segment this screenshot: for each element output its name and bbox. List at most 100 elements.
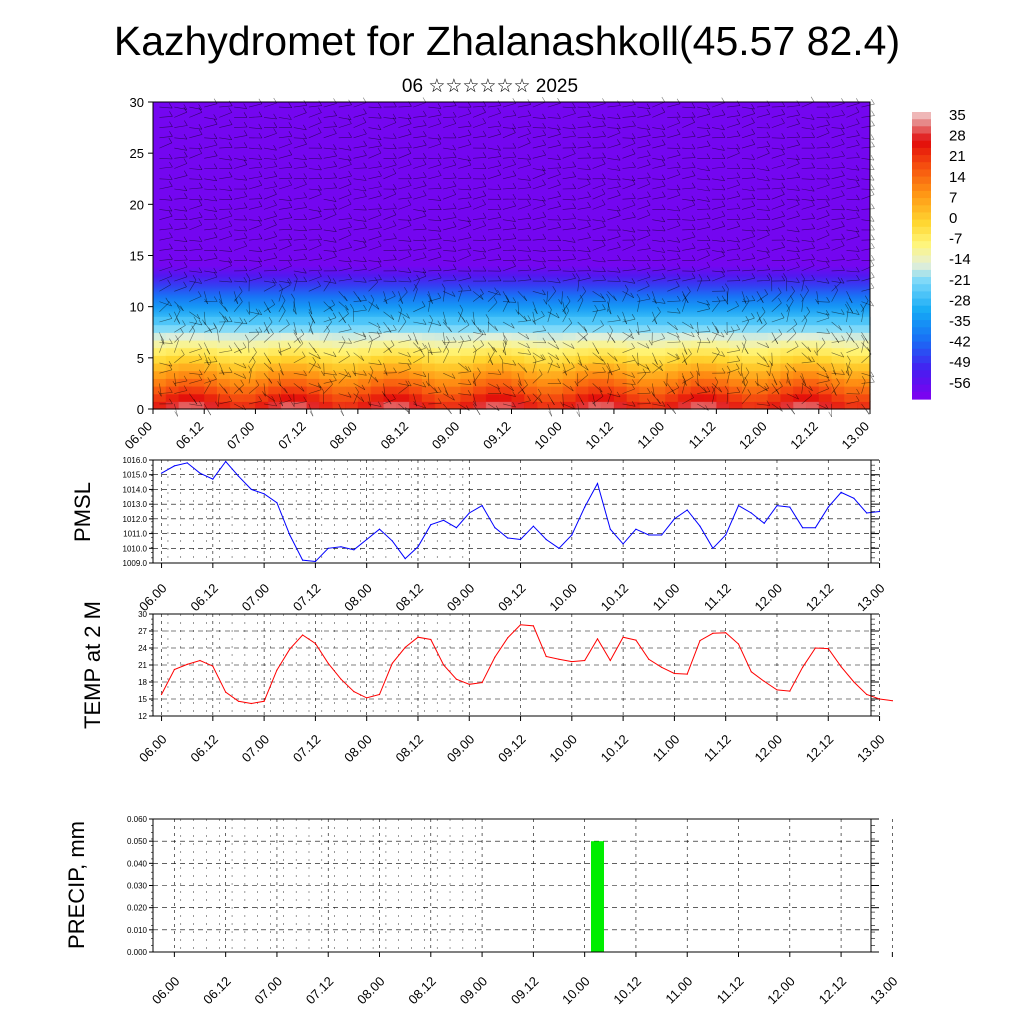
wind-barb — [712, 127, 725, 131]
wind-barb-feather — [841, 170, 845, 176]
colorbar-segment — [912, 147, 931, 156]
data-point — [725, 534, 727, 536]
wind-barb — [248, 166, 263, 169]
heatmap-cell — [831, 386, 845, 395]
y-tick-label: 10 — [130, 300, 144, 315]
heatmap-cell — [639, 370, 653, 379]
wind-barb-feather — [761, 306, 766, 313]
wind-barb — [308, 383, 322, 388]
wind-barb — [159, 186, 173, 190]
x-tick-label: 12.00 — [736, 419, 770, 453]
wind-barb-feather — [422, 342, 426, 349]
heatmap-cell — [818, 355, 833, 364]
wind-barb-feather — [871, 224, 875, 231]
wind-barb-feather — [429, 349, 433, 355]
wind-barb — [293, 127, 307, 131]
wind-barb — [278, 300, 286, 312]
data-point — [237, 700, 240, 702]
x-tick-label: 10.00 — [559, 974, 593, 1008]
wind-barb-feather — [172, 380, 177, 387]
wind-barb-feather — [482, 252, 487, 259]
wind-barb-feather — [262, 391, 266, 397]
data-point — [878, 510, 881, 513]
wind-barb — [517, 332, 530, 340]
wind-barb — [771, 333, 782, 343]
wind-barb — [443, 147, 456, 151]
wind-barb-feather — [826, 375, 830, 381]
wind-barb-feather — [691, 117, 695, 123]
wind-barb-feather — [376, 322, 381, 329]
wind-barb — [696, 362, 700, 376]
wind-barb-feather — [467, 120, 472, 127]
data-point — [776, 505, 778, 507]
wind-barb-feather — [377, 401, 382, 407]
wind-barb — [816, 260, 830, 263]
wind-barb-feather — [632, 212, 636, 218]
wind-barb-feather — [378, 170, 382, 177]
wind-barb-feather — [796, 109, 800, 116]
wind-barb — [458, 206, 472, 210]
wind-barb-feather — [542, 221, 546, 227]
heatmap-cell — [255, 362, 269, 372]
wind-barb-feather — [228, 194, 233, 200]
wind-barb — [368, 227, 382, 231]
heatmap-cell — [665, 324, 679, 333]
wind-barb-feather — [265, 328, 270, 335]
wind-barb-feather — [624, 284, 629, 290]
wind-barb — [861, 194, 875, 200]
wind-barb — [159, 248, 173, 251]
heatmap-cell — [204, 393, 218, 402]
wind-barb-feather — [542, 337, 547, 343]
wind-barb — [681, 299, 687, 312]
heatmap-cell — [626, 362, 641, 372]
heatmap-cell — [690, 393, 705, 402]
wind-barb — [547, 226, 561, 231]
wind-barb-feather — [791, 409, 795, 415]
wind-barb-feather — [787, 380, 791, 386]
y-axis-title: TEMP at 2 M — [80, 601, 105, 729]
x-tick-label: 07.00 — [251, 974, 285, 1008]
heatmap-cell — [613, 370, 628, 379]
data-point — [468, 683, 470, 685]
wind-barb — [726, 115, 741, 118]
wind-barb-feather — [745, 367, 750, 373]
wind-barb — [248, 313, 260, 323]
wind-barb — [233, 372, 247, 379]
wind-barb — [263, 102, 277, 108]
wind-barb-feather — [303, 100, 308, 106]
wind-barb — [607, 215, 621, 220]
wind-barb-feather — [477, 367, 481, 373]
wind-barb-feather — [598, 386, 603, 393]
heatmap-cell — [806, 324, 820, 333]
heatmap-cell — [844, 339, 858, 349]
wind-barb — [846, 371, 853, 384]
heatmap-cell — [831, 370, 845, 379]
wind-barb — [323, 126, 337, 128]
wind-barb-feather — [452, 221, 457, 227]
wind-barb-feather — [472, 380, 477, 387]
wind-barb-feather — [796, 226, 800, 233]
wind-barb-feather — [855, 309, 860, 315]
wind-barb-feather — [512, 159, 516, 165]
heatmap-cell — [165, 393, 180, 402]
heatmap-cell — [165, 401, 180, 410]
wind-barb — [338, 291, 348, 302]
wind-barb-feather — [778, 329, 783, 335]
wind-barb-feather — [477, 327, 482, 333]
wind-barb-feather — [348, 262, 352, 269]
wind-barb — [682, 167, 696, 169]
heatmap-cell — [204, 401, 218, 410]
x-tick-label: 06.12 — [187, 732, 221, 766]
wind-barb — [428, 297, 441, 302]
wind-barb — [861, 372, 874, 378]
wind-barb — [233, 291, 239, 304]
heatmap-cell — [601, 386, 615, 395]
wind-barb — [831, 259, 845, 261]
wind-barb — [532, 311, 536, 325]
wind-barb-feather — [228, 395, 233, 402]
wind-barb — [234, 106, 247, 109]
wind-barb-feather — [736, 253, 741, 260]
wind-barb — [861, 339, 865, 353]
wind-barb — [293, 158, 307, 160]
heatmap-cell — [703, 378, 717, 387]
